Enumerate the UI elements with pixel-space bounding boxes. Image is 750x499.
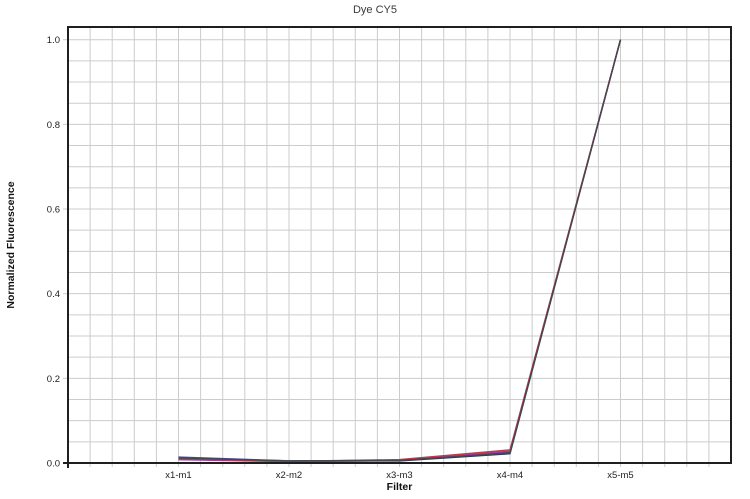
x-tick-label: x2-m2 (276, 470, 302, 481)
x-tick-label: x1-m1 (165, 470, 191, 481)
y-tick-label: 0.8 (47, 120, 60, 131)
y-tick-label: 0.4 (47, 289, 60, 300)
x-axis-title: Filter (386, 481, 413, 493)
x-tick-label: x3-m3 (386, 470, 412, 481)
y-tick-label: 0.2 (47, 374, 60, 385)
y-tick-label: 1.0 (47, 35, 60, 46)
x-tick-label: x5-m5 (607, 470, 633, 481)
chart-title: Dye CY5 (352, 4, 398, 16)
series-line (178, 39, 622, 462)
y-tick-label: 0.6 (47, 205, 60, 216)
x-tick-label: x4-m4 (497, 470, 523, 481)
y-tick-label: 0.0 (47, 459, 60, 470)
